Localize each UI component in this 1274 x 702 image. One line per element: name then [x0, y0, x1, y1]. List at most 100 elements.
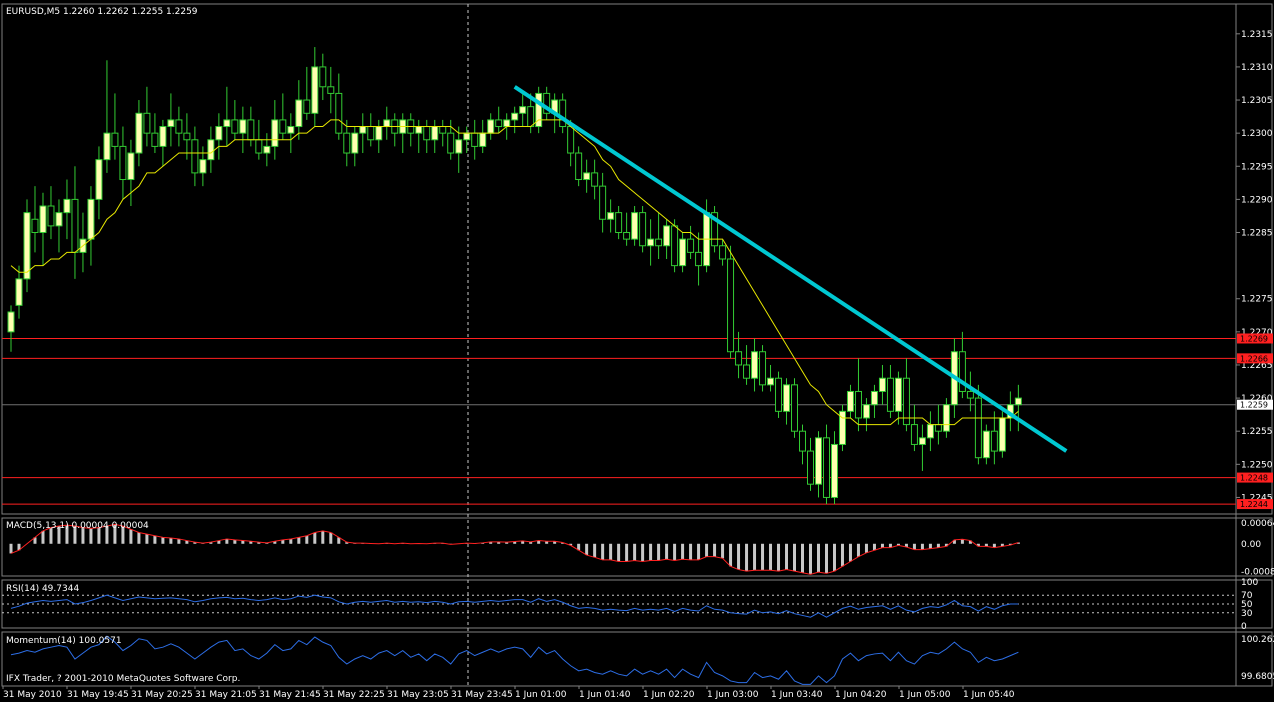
candle — [471, 119, 479, 160]
candle — [303, 66, 311, 120]
time-tick-label: 1 Jun 02:20 — [643, 690, 695, 700]
price-tick-label: 1.2265 — [1241, 361, 1273, 371]
candle — [375, 119, 383, 154]
rsi-line — [10, 594, 1019, 618]
candle-body — [607, 212, 615, 220]
candle-body — [559, 99, 567, 128]
candle-body — [830, 443, 838, 498]
candle-body — [239, 119, 247, 134]
candle-body — [799, 430, 807, 452]
candle-body — [431, 126, 439, 141]
rsi-label: RSI(14) 49.7344 — [6, 584, 79, 594]
candle — [926, 411, 934, 452]
candle-body — [367, 126, 375, 141]
level-tag-label: 1.2248 — [1240, 474, 1268, 483]
time-tick-label: 31 May 2010 — [3, 690, 62, 700]
candle-body — [47, 205, 55, 227]
candle-body — [207, 139, 215, 161]
candle-body — [846, 390, 854, 412]
candle-body — [255, 139, 263, 154]
candle-body — [487, 119, 495, 134]
candle-body — [271, 119, 279, 147]
symbol-label: EURUSD,M5 1.2260 1.2262 1.2255 1.2259 — [6, 7, 198, 17]
price-tick-label: 1.2310 — [1241, 63, 1273, 73]
level-tag — [1237, 353, 1273, 364]
moving-average-line — [10, 119, 1019, 426]
candle-body — [263, 145, 271, 154]
candle — [383, 106, 391, 140]
candle-body — [735, 351, 743, 366]
candle-body — [751, 351, 759, 379]
price-tick-label: 1.2315 — [1241, 30, 1273, 40]
candle-body — [15, 278, 23, 306]
candle — [735, 331, 743, 379]
candle-body — [958, 351, 966, 392]
candle — [175, 106, 183, 147]
candle-body — [111, 132, 119, 147]
candle-body — [167, 119, 175, 128]
candle — [846, 384, 854, 418]
candle-body — [854, 390, 862, 419]
candle-body — [615, 212, 623, 234]
candle — [319, 53, 327, 101]
candle — [95, 146, 103, 220]
candle-body — [175, 119, 183, 134]
candle-body — [671, 225, 679, 267]
candle — [15, 265, 23, 319]
candle-body — [583, 172, 591, 181]
candle-body — [63, 198, 71, 214]
candle-body — [183, 132, 191, 141]
candle — [271, 100, 279, 160]
candle-body — [942, 404, 950, 432]
candle — [647, 219, 655, 266]
candle-body — [223, 119, 231, 128]
candle-body — [351, 132, 359, 154]
time-tick-label: 1 Jun 05:00 — [899, 690, 951, 700]
candle — [327, 66, 335, 114]
candle-body — [814, 437, 822, 485]
candle-body — [503, 119, 511, 128]
candle-body — [974, 397, 982, 459]
candle-body — [998, 417, 1006, 452]
candle-body — [711, 212, 719, 247]
rsi-tick-label: 50 — [1241, 600, 1253, 610]
candle-body — [439, 126, 447, 134]
candle-body — [39, 205, 47, 234]
candle — [391, 113, 399, 147]
candle — [111, 93, 119, 160]
price-tick-label: 1.2285 — [1241, 229, 1273, 239]
candle-body — [767, 377, 775, 386]
candle-body — [966, 390, 974, 399]
candle — [974, 384, 982, 465]
price-tick-label: 1.2290 — [1241, 195, 1273, 205]
candle — [687, 225, 695, 259]
candle — [607, 199, 615, 233]
candle — [631, 206, 639, 246]
candle-body — [878, 377, 886, 392]
candle-body — [295, 99, 303, 128]
candle-body — [647, 238, 655, 247]
candle — [719, 239, 727, 266]
candle — [71, 166, 79, 279]
candle — [814, 431, 822, 498]
candle — [431, 119, 439, 154]
candle — [415, 119, 423, 154]
macd-tick-label: 0.00 — [1241, 540, 1261, 550]
candle-body — [918, 437, 926, 445]
level-tag-label: 1.2269 — [1240, 334, 1268, 343]
candle — [775, 371, 783, 418]
candle-body — [870, 390, 878, 406]
candle-body — [631, 212, 639, 240]
main-pane — [1, 3, 1273, 515]
candle-body — [231, 119, 239, 134]
candle — [47, 186, 55, 240]
current-price-label: 1.2259 — [1240, 401, 1268, 410]
candle-body — [934, 424, 942, 432]
candle — [495, 106, 503, 134]
macd-tick-label: 0.00064 — [1241, 519, 1274, 529]
candle-body — [143, 112, 151, 134]
candle — [447, 119, 455, 160]
candle — [287, 113, 295, 154]
candle-body — [95, 159, 103, 200]
rsi-tick-label: 70 — [1241, 591, 1253, 601]
